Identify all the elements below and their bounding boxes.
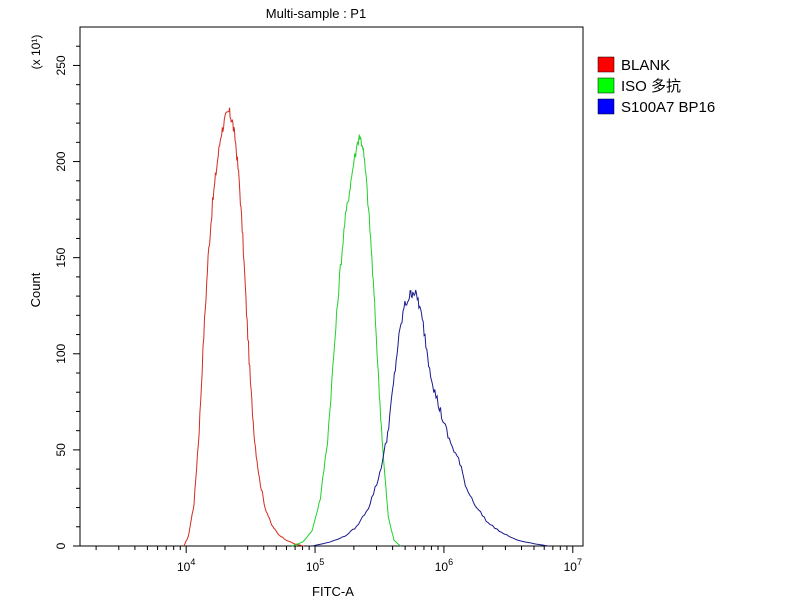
series-layer <box>183 107 549 547</box>
y-tick-label: 150 <box>54 247 68 267</box>
x-axis: 104 105 106 107 <box>95 546 582 574</box>
y-axis-label: Count <box>28 272 43 307</box>
legend-swatch-2 <box>597 77 615 94</box>
series-line-1 <box>183 107 305 547</box>
x-tick-label: 104 <box>177 557 195 574</box>
legend-label-3: S100A7 BP16 <box>621 99 715 116</box>
y-tick-label: 100 <box>54 343 68 363</box>
y-tick-label: 250 <box>54 55 68 75</box>
y-axis: 0 50 100 150 200 250 <box>54 45 80 549</box>
series-line-3 <box>312 289 549 547</box>
y-tick-label: 200 <box>54 151 68 171</box>
legend-label-2: ISO 多抗 <box>621 78 681 95</box>
y-tick-label: 50 <box>54 443 68 457</box>
x-tick-label: 106 <box>435 557 453 574</box>
y-tick-label: 0 <box>54 542 68 549</box>
legend-swatch-1 <box>597 56 615 73</box>
legend-swatch-3 <box>597 98 615 115</box>
y-multiplier-label: (x 10¹) <box>29 35 43 70</box>
x-tick-label: 105 <box>306 557 324 574</box>
legend-label-1: BLANK <box>621 57 670 74</box>
series-line-2 <box>291 134 401 547</box>
chart-title: Multi-sample : P1 <box>266 6 366 21</box>
plot-frame <box>79 26 584 547</box>
x-axis-label: FITC-A <box>312 584 354 599</box>
x-tick-label: 107 <box>564 557 582 574</box>
legend: BLANK ISO 多抗 S100A7 BP16 <box>597 56 715 116</box>
